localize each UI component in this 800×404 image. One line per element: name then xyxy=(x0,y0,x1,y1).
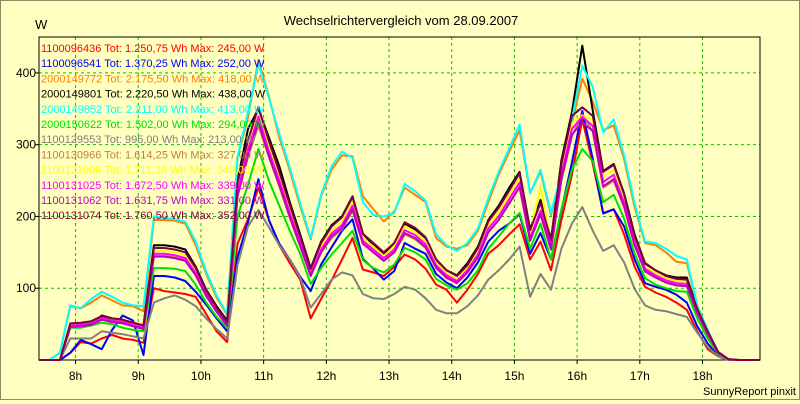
x-tick-label: 12h xyxy=(316,369,336,383)
y-axis-ticks: 100 200 300 400 xyxy=(16,66,39,295)
legend-entry-2000149772: 2000149772 Tot: 2.175,50 Wh Max: 418,00 … xyxy=(41,73,266,85)
x-tick-label: 11h xyxy=(254,369,273,383)
x-tick-label: 9h xyxy=(132,369,145,383)
legend-entry-1100096436: 1100096436 Tot: 1.250,75 Wh Max: 245,00 … xyxy=(41,43,265,55)
legend-entry-1100131062: 1100131062 Tot: 1.631,75 Wh Max: 331,00 … xyxy=(41,195,265,207)
legend-entry-2000149801: 2000149801 Tot: 2.220,50 Wh Max: 438,00 … xyxy=(41,89,266,101)
x-tick-label: 17h xyxy=(630,369,650,383)
y-tick-label: 300 xyxy=(16,138,36,152)
legend-entry-1100096541: 1100096541 Tot: 1.370,25 Wh Max: 252,00 … xyxy=(41,58,265,70)
series-line-1100129553 xyxy=(39,206,760,361)
legend: 1100096436 Tot: 1.250,75 Wh Max: 245,00 … xyxy=(41,43,266,222)
footer-credit: SunnyReport pinxit xyxy=(703,386,796,398)
series-line-2000150622 xyxy=(39,148,760,361)
plot-area xyxy=(38,36,761,361)
legend-entry-1100131074: 1100131074 Tot: 1.760,50 Wh Max: 352,00 … xyxy=(41,210,265,222)
series-lines xyxy=(39,44,760,361)
legend-entry-1100129553: 1100129553 Tot: 995,00 Wh Max: 213,00 W xyxy=(41,134,256,146)
series-line-1100096436 xyxy=(39,118,760,361)
x-tick-label: 8h xyxy=(69,369,82,383)
x-axis-ticks: 8h 9h 10h 11h 12h 13h 14h 15h 16h 17h 18h xyxy=(69,360,713,383)
x-tick-label: 13h xyxy=(379,369,399,383)
x-tick-label: 10h xyxy=(191,369,211,383)
y-axis-label: W xyxy=(35,17,48,32)
x-tick-label: 18h xyxy=(692,369,712,383)
x-tick-label: 14h xyxy=(442,369,462,383)
series-line-1100131074 xyxy=(39,106,760,361)
x-tick-label: 15h xyxy=(504,369,524,383)
legend-entry-2000149852: 2000149852 Tot: 2.211,00 Wh Max: 413,00 … xyxy=(41,104,265,116)
legend-entry-1100131025: 1100131025 Tot: 1.672,50 Wh Max: 339,00 … xyxy=(41,180,265,192)
legend-entry-1100131006: 1100131006 Tot: 1.711,38 Wh Max: 340,00 … xyxy=(41,165,264,177)
y-tick-label: 400 xyxy=(16,66,36,80)
chart-title: Wechselrichtervergleich vom 28.09.2007 xyxy=(284,13,519,28)
y-tick-label: 100 xyxy=(16,281,36,295)
x-tick-label: 16h xyxy=(567,369,587,383)
series-line-1100131062 xyxy=(39,121,760,361)
legend-entry-1100130966: 1100130966 Tot: 1.614,25 Wh Max: 327,00 … xyxy=(41,149,265,161)
series-line-2000149852 xyxy=(39,62,760,361)
y-tick-label: 200 xyxy=(16,209,36,223)
legend-entry-2000150622: 2000150622 Tot: 1.502,00 Wh Max: 294,00 … xyxy=(41,119,266,131)
